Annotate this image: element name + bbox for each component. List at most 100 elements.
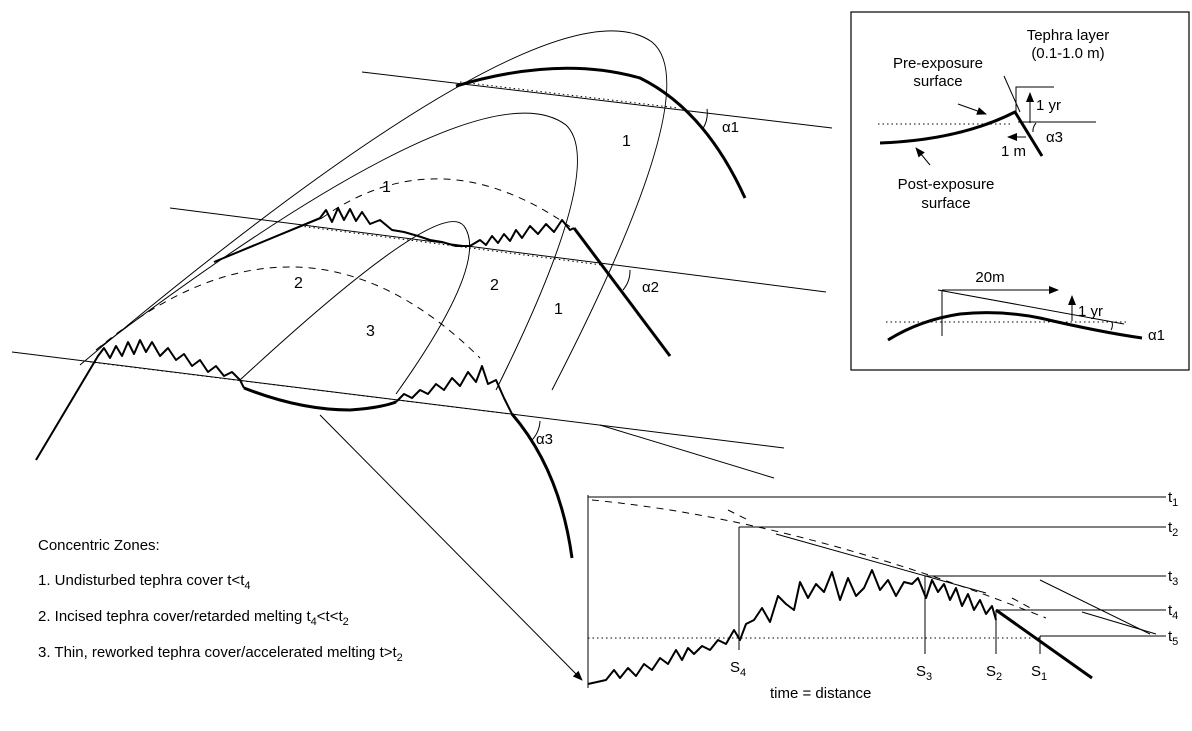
s3-label: S3 [916, 663, 932, 683]
contour-middle [95, 112, 578, 391]
inset-tephra-label: Tephra layer [1027, 27, 1110, 44]
angle-arc-a3 [531, 420, 541, 441]
s4-label-base: S [730, 659, 740, 676]
legend-item-2-mid: <t<t [316, 608, 343, 625]
profile-panel: t1 t2 t3 t4 t5 S4 S3 S2 S1 time = distan… [587, 489, 1178, 702]
surface-profile-top [455, 66, 747, 199]
angle-label-a3: α3 [536, 431, 553, 448]
dotted-ref-top [459, 81, 679, 109]
surface-profile-bottom-smooth [243, 386, 397, 412]
time-label-t2-sub: 2 [1172, 527, 1178, 539]
inset-alpha3-label: α3 [1046, 129, 1063, 146]
inset-post-arrow [915, 147, 931, 166]
dotted-ref-middle [299, 225, 603, 266]
s1-label: S1 [1031, 663, 1047, 683]
dashed-dome-lower [95, 266, 481, 359]
profile-slope-line-1 [775, 533, 987, 594]
s3-label-base: S [916, 663, 926, 680]
inset-post-label-2: surface [921, 195, 970, 212]
angle-arc-a1 [701, 108, 708, 131]
inset-frame [850, 11, 1190, 371]
inset-pre-arrow [957, 103, 987, 115]
contour-outer [79, 30, 668, 391]
s3-label-sub: 3 [926, 671, 932, 683]
time-label-t4-sub: 4 [1172, 610, 1178, 622]
profile-dashed-curve [591, 499, 1047, 619]
profile-dash-seg-2 [1011, 597, 1035, 611]
profile-slope-line-2 [1081, 611, 1157, 635]
surface-profile-middle-right [572, 227, 672, 357]
profile-dash-seg-1 [727, 509, 749, 521]
legend-item-1-text: 1. Undisturbed tephra cover t<t [38, 572, 245, 589]
surface-profile-middle-incised [213, 207, 575, 263]
zone-label-1-upper-left: 1 [382, 179, 391, 196]
dashed-dome-upper [321, 178, 573, 229]
angle-arc-a2 [622, 269, 631, 291]
profile-slope-line-3 [1039, 579, 1151, 635]
inset-angle-a3 [1032, 122, 1037, 133]
inset-panel: Tephra layer (0.1-1.0 m) Pre-exposure su… [850, 11, 1190, 371]
inset-post-label-1: Post-exposure [898, 176, 995, 193]
inset2-surface [887, 311, 1143, 342]
time-label-t2: t2 [1168, 519, 1178, 539]
ground-line-middle [169, 207, 827, 293]
time-label-t4: t4 [1168, 602, 1178, 622]
surface-profile-bottom-incised [395, 365, 513, 415]
legend-item-2-sub2: 2 [342, 616, 349, 628]
legend-item-1-sub: 4 [244, 580, 251, 592]
time-label-t5-sub: 5 [1172, 636, 1178, 648]
inset-tephra-thickness: (0.1-1.0 m) [1031, 45, 1104, 62]
legend-title: Concentric Zones: [38, 537, 160, 554]
contour-inner [239, 221, 471, 395]
legend-item-2-text: 2. Incised tephra cover/retarded melting… [38, 608, 311, 625]
inset2-tangent [937, 289, 1125, 325]
inset2-1yr-label: 1 yr [1078, 303, 1103, 320]
time-label-t3-sub: 3 [1172, 576, 1178, 588]
time-label-t1-base: t [1168, 489, 1173, 506]
surface-profile-bottom-left [35, 339, 245, 461]
angle-label-a1: α1 [722, 119, 739, 136]
s1-label-base: S [1031, 663, 1041, 680]
zone-label-2-right: 2 [490, 277, 499, 294]
time-label-t4-base: t [1168, 602, 1173, 619]
main-diagram: 1 1 2 2 1 3 α1 α2 α3 [11, 30, 833, 681]
s2-label-sub: 2 [996, 671, 1002, 683]
time-label-t2-base: t [1168, 519, 1173, 536]
profile-caption: time = distance [770, 685, 871, 702]
dotted-ref-bottom [89, 361, 511, 415]
legend-item-1: 1. Undisturbed tephra cover t<t4 [38, 572, 251, 592]
inset-post-surface [879, 110, 1044, 157]
surface-profile-bottom-right [510, 413, 574, 559]
angle-label-a2: α2 [642, 279, 659, 296]
time-label-t1: t1 [1168, 489, 1178, 509]
legend-item-3-text: 3. Thin, reworked tephra cover/accelerat… [38, 644, 397, 661]
legend-item-2: 2. Incised tephra cover/retarded melting… [38, 608, 349, 628]
time-label-t3: t3 [1168, 568, 1178, 588]
inset2-alpha1-label: α1 [1148, 327, 1165, 344]
slope-line-bottom [599, 424, 775, 479]
time-label-t1-sub: 1 [1172, 497, 1178, 509]
legend-item-3: 3. Thin, reworked tephra cover/accelerat… [38, 644, 403, 664]
pointer-arrow [319, 414, 583, 681]
inset2-angle-a1 [1110, 321, 1113, 331]
s4-label: S4 [730, 659, 746, 679]
s1-label-sub: 1 [1041, 671, 1047, 683]
legend-item-3-sub: 2 [396, 652, 403, 664]
inset-tephra-pointer [1003, 75, 1021, 113]
zone-label-1-top: 1 [622, 133, 631, 150]
legend-item-2-sub1: 4 [310, 616, 317, 628]
time-label-t5: t5 [1168, 628, 1178, 648]
time-label-t5-base: t [1168, 628, 1173, 645]
s2-label: S2 [986, 663, 1002, 683]
inset-pre-label-2: surface [913, 73, 962, 90]
inset-1yr-label: 1 yr [1036, 97, 1061, 114]
inset-step-line [1015, 86, 1054, 112]
ground-line-top [361, 71, 833, 129]
time-label-t3-base: t [1168, 568, 1173, 585]
profile-smooth-segment [995, 608, 1093, 680]
inset2-20m-label: 20m [975, 269, 1004, 286]
profile-incised-curve [587, 569, 997, 685]
s4-label-sub: 4 [740, 667, 746, 679]
inset-pre-label-1: Pre-exposure [893, 55, 983, 72]
